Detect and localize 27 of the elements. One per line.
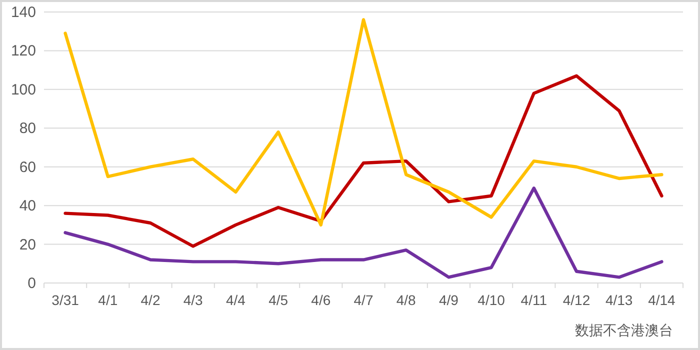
x-tick-label: 4/14 (648, 292, 676, 308)
x-tick-label: 4/11 (520, 292, 548, 308)
x-tick-label: 4/6 (311, 292, 331, 308)
y-tick-label: 80 (19, 120, 36, 138)
x-tick-label: 4/9 (438, 292, 459, 308)
y-tick-label: 100 (10, 81, 36, 98)
line-series (64, 74, 664, 248)
x-tick-label: 4/2 (140, 292, 160, 308)
y-tick-label: 140 (10, 4, 36, 21)
x-tick-label: 4/8 (396, 292, 416, 308)
x-tick-label: 4/13 (605, 292, 633, 308)
y-tick-label: 60 (19, 158, 36, 176)
text: 数据不含港澳台 (575, 322, 673, 338)
x-tick-label: 4/3 (183, 292, 204, 308)
x-tick-label: 4/10 (478, 292, 506, 308)
y-tick-label: 40 (19, 198, 36, 215)
x-tick-label: 4/7 (354, 292, 374, 308)
x-tick-label: 4/4 (226, 292, 246, 308)
x-tick-label: 4/12 (562, 292, 590, 308)
x-tick-label: 4/5 (268, 292, 288, 308)
x-tick-label: 3/31 (52, 292, 80, 308)
y-tick-label: 120 (10, 42, 36, 60)
line-series (64, 18, 664, 227)
y-tick-label: 20 (19, 236, 36, 254)
x-tick-label: 4/1 (98, 292, 118, 308)
line-series (64, 186, 664, 279)
y-tick-label: 0 (28, 275, 36, 292)
